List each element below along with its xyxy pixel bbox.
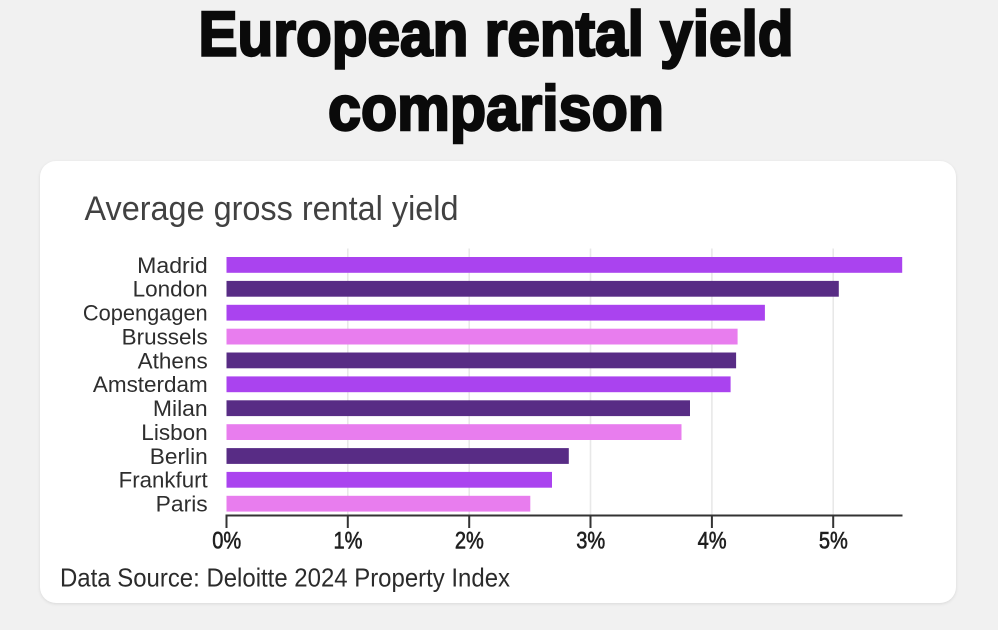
svg-text:Frankfurt: Frankfurt: [119, 468, 208, 493]
svg-text:Berlin: Berlin: [150, 444, 208, 469]
svg-text:London: London: [133, 277, 208, 302]
svg-text:3%: 3%: [576, 527, 605, 554]
svg-text:Athens: Athens: [138, 348, 208, 373]
svg-text:Paris: Paris: [156, 492, 208, 517]
svg-text:comparison: comparison: [328, 74, 664, 144]
svg-text:Copengagen: Copengagen: [83, 301, 208, 326]
svg-text:2%: 2%: [455, 527, 484, 554]
svg-text:Amsterdam: Amsterdam: [93, 372, 208, 397]
svg-text:4%: 4%: [698, 527, 727, 554]
svg-text:1%: 1%: [334, 527, 363, 554]
svg-text:Brussels: Brussels: [122, 324, 208, 349]
svg-text:Average gross rental yield: Average gross rental yield: [85, 190, 459, 228]
svg-text:Milan: Milan: [153, 396, 208, 421]
svg-text:Lisbon: Lisbon: [141, 420, 207, 445]
svg-text:Data Source: Deloitte 2024 Pro: Data Source: Deloitte 2024 Property Inde…: [60, 565, 510, 593]
svg-text:Madrid: Madrid: [137, 253, 208, 278]
svg-text:European rental yield: European rental yield: [199, 0, 794, 69]
svg-text:5%: 5%: [819, 527, 848, 554]
svg-text:0%: 0%: [212, 527, 241, 554]
